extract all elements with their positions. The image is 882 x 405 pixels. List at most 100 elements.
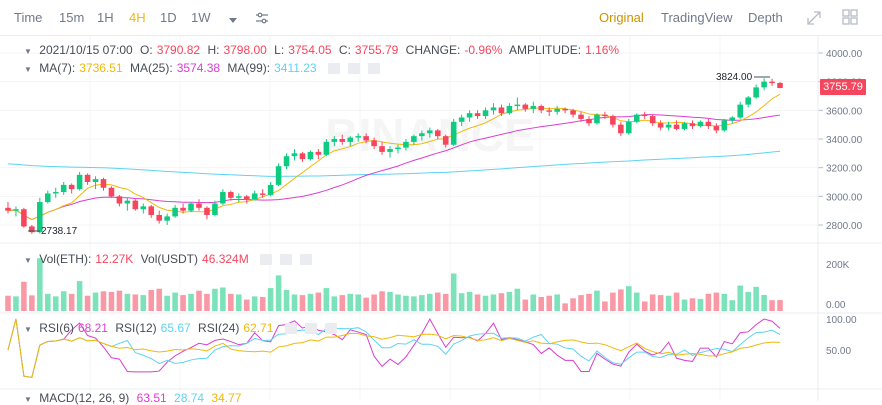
ma99-line	[7, 150, 781, 177]
interval-4h[interactable]: 4H	[129, 10, 146, 25]
candle-body	[753, 87, 759, 98]
grid-layout-icon[interactable]	[841, 8, 859, 31]
volume-bar	[156, 288, 162, 311]
candle-body	[498, 107, 505, 114]
view-depth[interactable]: Depth	[748, 10, 783, 25]
volume-bar	[140, 295, 147, 311]
volume-bar	[450, 273, 457, 311]
close-icon[interactable]	[367, 63, 380, 75]
volume-bar	[339, 295, 346, 311]
volume-bar	[713, 292, 720, 311]
visibility-icon[interactable]	[280, 254, 293, 266]
visibility-icon[interactable]	[304, 323, 317, 335]
candle-body	[363, 136, 369, 141]
candle-body	[554, 108, 560, 112]
candle-body	[506, 106, 513, 114]
volume-bar	[60, 291, 67, 311]
rsi24-value: 62.71	[243, 321, 274, 335]
candle-body	[68, 184, 75, 190]
volume-bar	[299, 295, 306, 311]
candle-body	[530, 106, 537, 109]
candle-body	[204, 207, 210, 215]
candle-body	[299, 153, 306, 160]
volume-bar	[379, 291, 385, 311]
ma99-value: 3411.23	[274, 61, 317, 75]
ohlc-legend: ▼ 2021/10/15 07:00 O: 3790.82 H: 3798.00 L…	[24, 43, 623, 57]
volume-bar	[307, 293, 314, 311]
volume-bar	[546, 295, 552, 311]
collapse-arrow-icon[interactable]: ▼	[24, 47, 32, 56]
candle-body	[689, 123, 696, 127]
candle-body	[243, 196, 250, 200]
visibility-icon[interactable]	[347, 63, 360, 75]
volume-bar	[76, 281, 83, 311]
macd-legend: ▼ MACD(12, 26, 9) 63.51 28.74 34.77	[24, 391, 245, 405]
candle-body	[737, 104, 744, 118]
interval-15m[interactable]: 15m	[59, 10, 85, 25]
volume-bar	[610, 292, 616, 311]
settings-sliders-icon[interactable]	[254, 10, 270, 31]
candlestick-chart[interactable]: BINANCE 4000.003800.003600.003400.003200…	[0, 36, 882, 401]
fullscreen-icon[interactable]	[805, 9, 823, 32]
collapse-arrow-icon[interactable]: ▼	[24, 325, 32, 334]
volume-bar	[705, 293, 712, 311]
settings-icon[interactable]	[327, 63, 340, 75]
candle-body	[5, 207, 11, 211]
volume-bar	[562, 303, 568, 311]
ma-legend: ▼ MA(7): 3736.51 MA(25): 3574.38 MA(99): 34…	[24, 61, 384, 75]
collapse-arrow-icon[interactable]: ▼	[24, 256, 32, 265]
candle-body	[37, 202, 43, 233]
legend-change-label: CHANGE:	[405, 43, 461, 57]
candle-body	[586, 118, 592, 124]
view-tradingview[interactable]: TradingView	[661, 10, 733, 25]
interval-time[interactable]: Time	[14, 10, 43, 25]
candle-body	[228, 192, 234, 198]
volume-bar	[29, 295, 35, 311]
ma25-line	[7, 114, 781, 221]
volume-bar	[490, 294, 497, 311]
ma25-value: 3574.38	[176, 61, 221, 75]
last-price-tag: 3755.79	[820, 79, 866, 95]
volume-bar	[498, 293, 505, 311]
candle-body	[570, 110, 576, 115]
interval-1d[interactable]: 1D	[160, 10, 177, 25]
ma7-label: MA(7):	[39, 61, 76, 75]
close-icon[interactable]	[324, 323, 337, 335]
candle-body	[291, 153, 298, 157]
volume-bar	[267, 288, 274, 311]
legend-close-label: C:	[338, 43, 351, 57]
volume-bar	[442, 293, 449, 311]
volume-bar	[618, 289, 624, 311]
collapse-arrow-icon[interactable]: ▼	[24, 395, 32, 404]
interval-1h[interactable]: 1H	[97, 10, 114, 25]
interval-1w[interactable]: 1W	[191, 10, 211, 25]
candle-body	[633, 114, 640, 122]
volume-bar	[236, 294, 242, 311]
candle-body	[172, 207, 178, 217]
price-axis-label: 4000.00	[826, 49, 863, 60]
settings-icon[interactable]	[284, 323, 297, 335]
candle-body	[52, 192, 59, 194]
candle-body	[777, 82, 783, 89]
close-icon[interactable]	[300, 254, 313, 266]
price-axis-label: 3200.00	[826, 164, 863, 175]
candle-body	[84, 174, 91, 182]
legend-low-label: L:	[274, 43, 285, 57]
rsi-layer	[7, 317, 781, 378]
volume-bar	[554, 294, 560, 311]
macd-value-2: 28.74	[174, 391, 205, 405]
rsi-polyline	[7, 318, 781, 378]
view-original[interactable]: Original	[599, 10, 644, 25]
candle-body	[705, 121, 712, 127]
candle-body	[761, 81, 767, 88]
volume-bar	[363, 297, 369, 311]
volume-bar	[228, 293, 234, 311]
volume-bar	[243, 299, 250, 311]
volume-bar	[204, 293, 210, 311]
volume-bar	[283, 290, 290, 311]
volume-bar	[538, 297, 545, 311]
volume-bar	[633, 292, 640, 311]
settings-icon[interactable]	[260, 254, 273, 266]
interval-dropdown-icon[interactable]	[228, 12, 238, 30]
collapse-arrow-icon[interactable]: ▼	[24, 65, 32, 74]
